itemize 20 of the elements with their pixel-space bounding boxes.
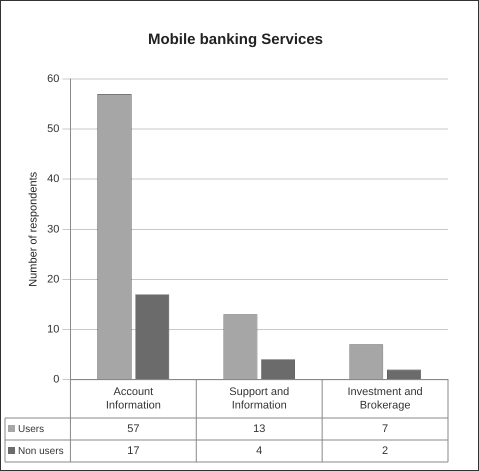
x-tick-label: Support and Information	[229, 386, 290, 412]
y-tick-label: 20	[47, 273, 60, 286]
y-tick-label: 50	[47, 123, 60, 136]
y-axis-title: Number of respondents	[28, 171, 40, 287]
chart-title: Mobile banking Services	[148, 31, 324, 48]
x-tick-label: Investment and Brokerage	[347, 386, 423, 412]
data-label: 2	[382, 445, 388, 458]
y-tick-label: 60	[47, 73, 60, 86]
y-tick-label: 10	[47, 324, 60, 336]
data-label: 4	[256, 445, 262, 458]
data-label: 7	[382, 423, 388, 436]
legend-label: Non users	[18, 446, 64, 457]
y-tick-label: 40	[47, 173, 60, 186]
legend-label: Users	[18, 424, 44, 435]
data-label: 17	[127, 445, 140, 458]
y-tick-label: 0	[53, 374, 60, 386]
y-tick-label: 30	[47, 223, 60, 236]
data-label: 57	[127, 423, 140, 436]
data-label: 13	[253, 423, 266, 436]
x-tick-label: Account Information	[106, 386, 161, 412]
